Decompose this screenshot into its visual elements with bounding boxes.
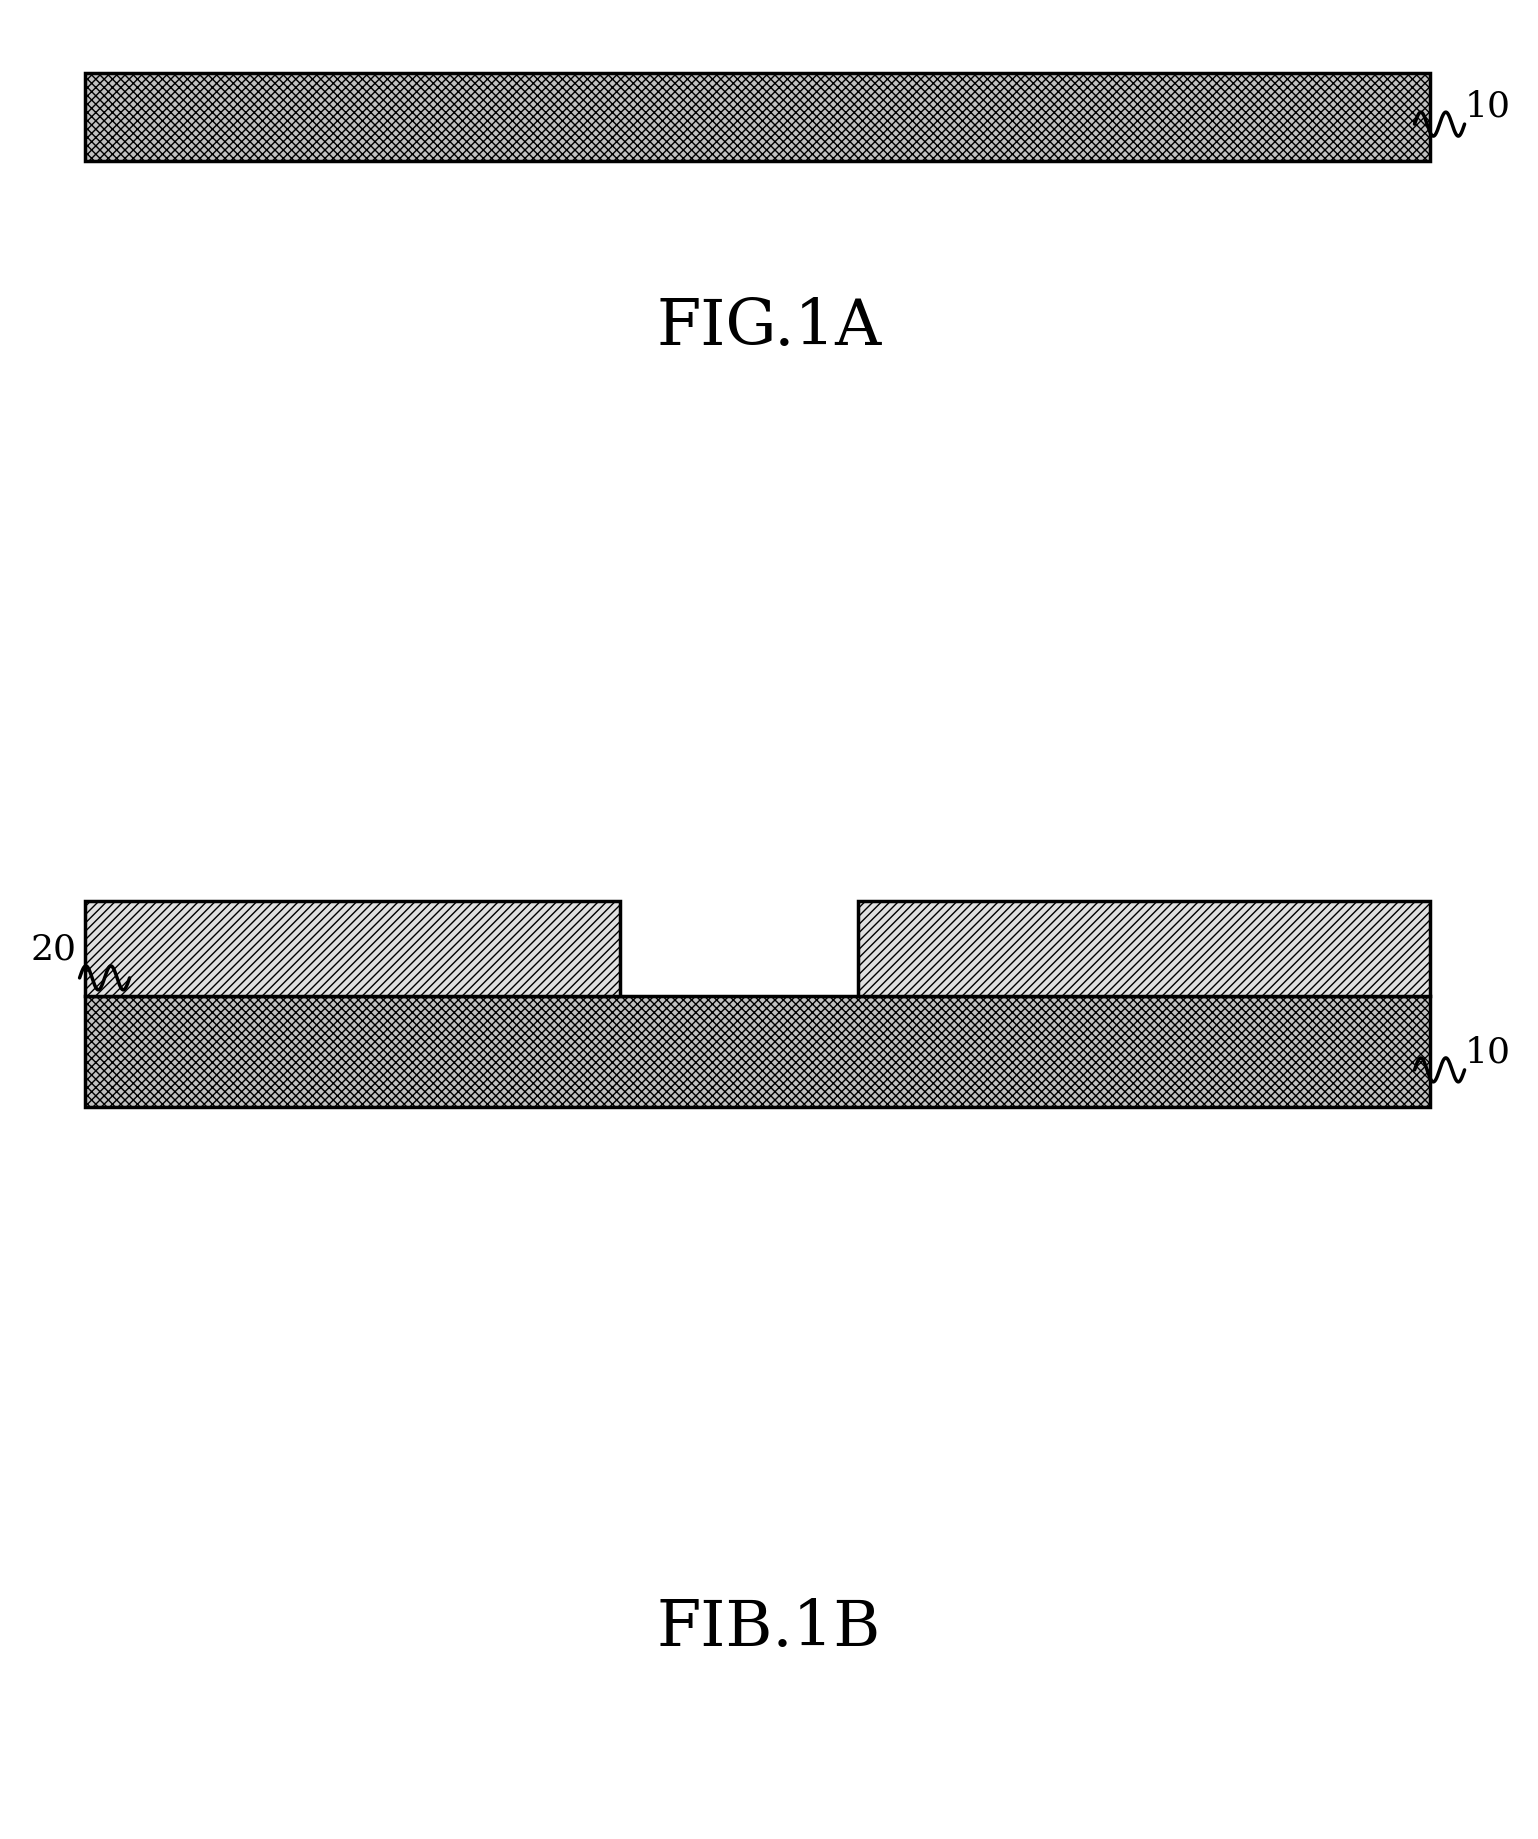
Text: FIG.1A: FIG.1A [657,296,881,359]
Text: 10: 10 [1464,90,1510,123]
Text: 10: 10 [1464,1035,1510,1068]
Bar [85,997,1430,1107]
Text: 20: 20 [31,932,77,965]
Bar [858,901,1430,997]
Bar [85,901,620,997]
Text: FIB.1B: FIB.1B [657,1596,881,1659]
Bar [85,74,1430,162]
